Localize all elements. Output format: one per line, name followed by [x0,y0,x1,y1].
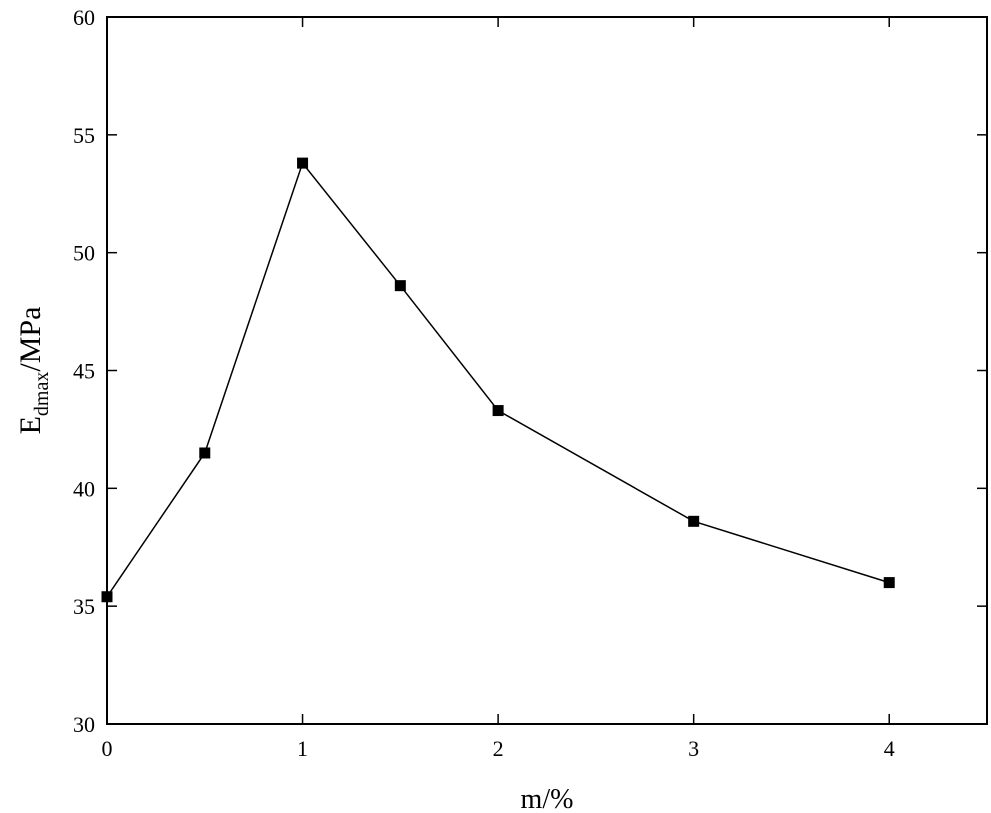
x-tick-label: 3 [688,736,699,761]
x-tick-label: 4 [884,736,895,761]
y-tick-label: 55 [73,123,95,148]
x-tick-label: 1 [297,736,308,761]
y-tick-label: 40 [73,476,95,501]
series-group [101,157,895,603]
y-axis-title-base: E [14,416,47,434]
data-point-marker [297,157,309,169]
x-axis-title: m/% [521,784,574,813]
x-tick-label: 0 [102,736,113,761]
data-point-marker [883,577,895,589]
axis-ticks [106,16,987,725]
x-tick-label: 2 [493,736,504,761]
y-tick-label: 35 [73,594,95,619]
y-tick-label: 60 [73,5,95,30]
y-axis-title-suffix: /MPa [14,307,47,372]
y-tick-label: 45 [73,359,95,384]
data-point-marker [199,447,211,459]
tick-labels: 30 35 40 45 50 55 60 0 1 2 3 4 [73,5,895,761]
data-point-marker [394,280,406,292]
y-tick-label: 50 [73,241,95,266]
plot-frame [106,16,988,725]
data-point-marker [492,405,504,417]
y-axis-title: Edmax/MPa [14,307,53,435]
series-line [106,161,890,598]
y-tick-label: 30 [73,712,95,737]
y-axis-title-subscript: dmax [31,372,53,416]
data-point-marker [688,515,700,527]
